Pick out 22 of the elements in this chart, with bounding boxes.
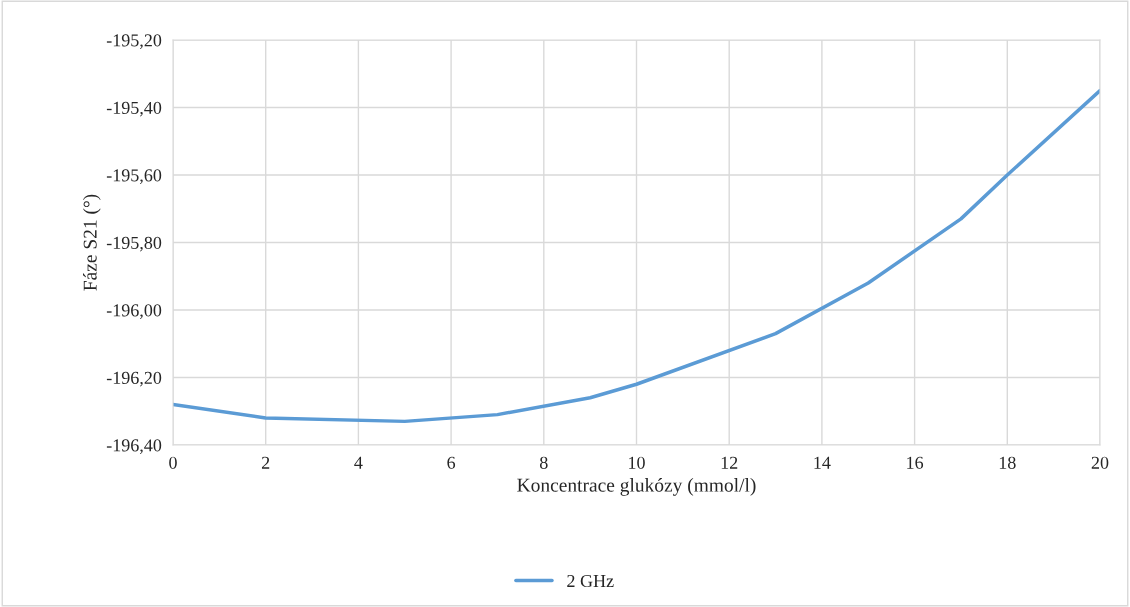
- x-tick-label: 12: [721, 456, 738, 469]
- x-tick-label: 14: [814, 456, 831, 469]
- x-tick-label: 20: [1091, 456, 1109, 469]
- y-tick-label: -195,80: [106, 236, 162, 252]
- y-axis-title: Fáze S21 (°): [83, 194, 101, 291]
- x-tick-label: 18: [999, 456, 1016, 469]
- x-tick-label: 4: [354, 456, 363, 469]
- x-tick-label: 16: [907, 456, 924, 469]
- y-tick-label: -196,40: [106, 439, 162, 455]
- x-tick-label: 0: [169, 456, 177, 469]
- line-series: [173, 88, 1100, 424]
- x-tick-label: 2: [261, 456, 270, 469]
- y-tick-label: -195,20: [106, 34, 162, 50]
- legend-label: 2 GHz: [567, 574, 614, 588]
- y-tick-label: -195,40: [106, 101, 162, 117]
- y-tick-label: -195,60: [106, 169, 162, 185]
- y-tick-label: -196,20: [106, 371, 162, 387]
- x-axis-title: Koncentrace glukózy (mmol/l): [517, 478, 756, 496]
- y-tick-label: -196,00: [106, 304, 162, 320]
- x-tick-label: 6: [447, 456, 456, 469]
- x-tick-label: 8: [539, 456, 548, 469]
- x-tick-label: 10: [629, 456, 645, 469]
